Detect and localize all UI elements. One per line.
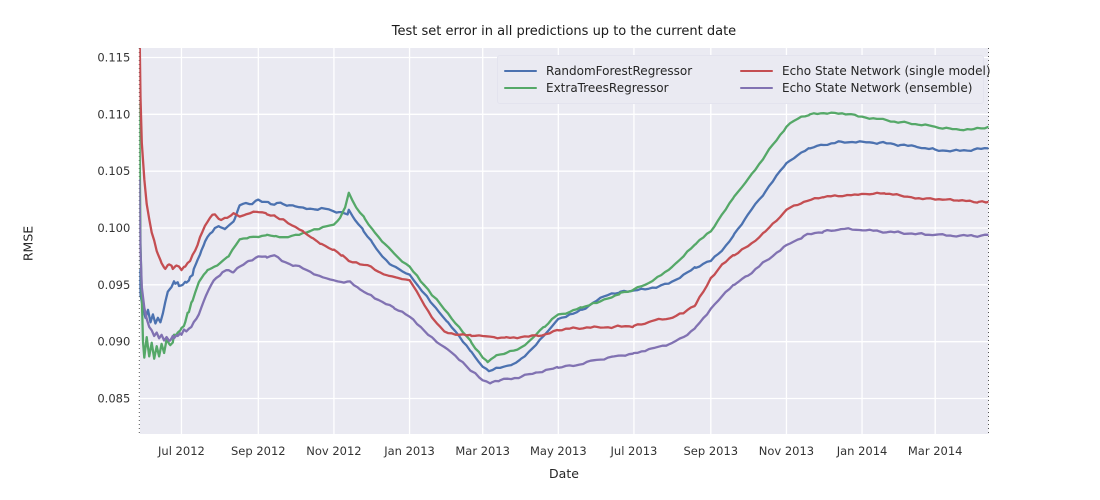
svg-text:0.085: 0.085 — [97, 392, 130, 406]
legend-entry-esn-ensemble: Echo State Network (ensemble) — [740, 81, 991, 95]
legend-entry-extratrees: ExtraTreesRegressor — [504, 81, 740, 95]
svg-text:0.110: 0.110 — [97, 107, 130, 121]
svg-text:0.095: 0.095 — [97, 278, 130, 292]
svg-text:Jan 2014: Jan 2014 — [836, 444, 888, 458]
y-axis-label: RMSE — [20, 225, 36, 262]
line-swatch-icon — [740, 86, 773, 90]
legend-label: Echo State Network (ensemble) — [782, 81, 973, 95]
svg-text:Nov 2012: Nov 2012 — [306, 444, 361, 458]
svg-text:Jul 2013: Jul 2013 — [610, 444, 658, 458]
svg-text:0.115: 0.115 — [97, 51, 130, 65]
legend: RandomForestRegressor Echo State Network… — [497, 55, 991, 104]
line-swatch-icon — [504, 69, 537, 73]
svg-text:May 2013: May 2013 — [530, 444, 587, 458]
chart-title: Test set error in all predictions up to … — [391, 24, 737, 39]
x-tick-labels: Jul 2012 Sep 2012 Nov 2012 Jan 2013 Mar 2013… — [157, 444, 962, 458]
svg-text:Sep 2012: Sep 2012 — [231, 444, 286, 458]
svg-text:0.105: 0.105 — [97, 164, 130, 178]
svg-text:Jan 2013: Jan 2013 — [383, 444, 435, 458]
svg-text:Mar 2014: Mar 2014 — [908, 444, 963, 458]
legend-label: Echo State Network (single model) — [782, 64, 991, 78]
svg-text:Jul 2012: Jul 2012 — [157, 444, 205, 458]
x-axis-label: Date — [549, 466, 579, 481]
line-swatch-icon — [504, 86, 537, 90]
series-line-echo-state-network-single-model- — [139, 48, 989, 340]
y-tick-labels: 0.085 0.090 0.095 0.100 0.105 0.110 0.115 — [97, 51, 130, 406]
legend-label: ExtraTreesRegressor — [546, 81, 669, 95]
svg-text:Sep 2013: Sep 2013 — [684, 444, 739, 458]
series-line-echo-state-network-ensemble- — [139, 179, 989, 385]
series-line-extratreesregressor — [139, 101, 989, 364]
legend-label: RandomForestRegressor — [546, 64, 693, 78]
axes-background — [139, 48, 989, 434]
line-swatch-icon — [740, 69, 773, 73]
svg-text:Nov 2013: Nov 2013 — [759, 444, 814, 458]
svg-text:0.100: 0.100 — [97, 221, 130, 235]
svg-text:0.090: 0.090 — [97, 335, 130, 349]
legend-entry-esn-single: Echo State Network (single model) — [740, 64, 991, 78]
legend-entry-randomforest: RandomForestRegressor — [504, 64, 740, 78]
series-line-randomforestregressor — [139, 140, 989, 373]
svg-text:Mar 2013: Mar 2013 — [455, 444, 510, 458]
